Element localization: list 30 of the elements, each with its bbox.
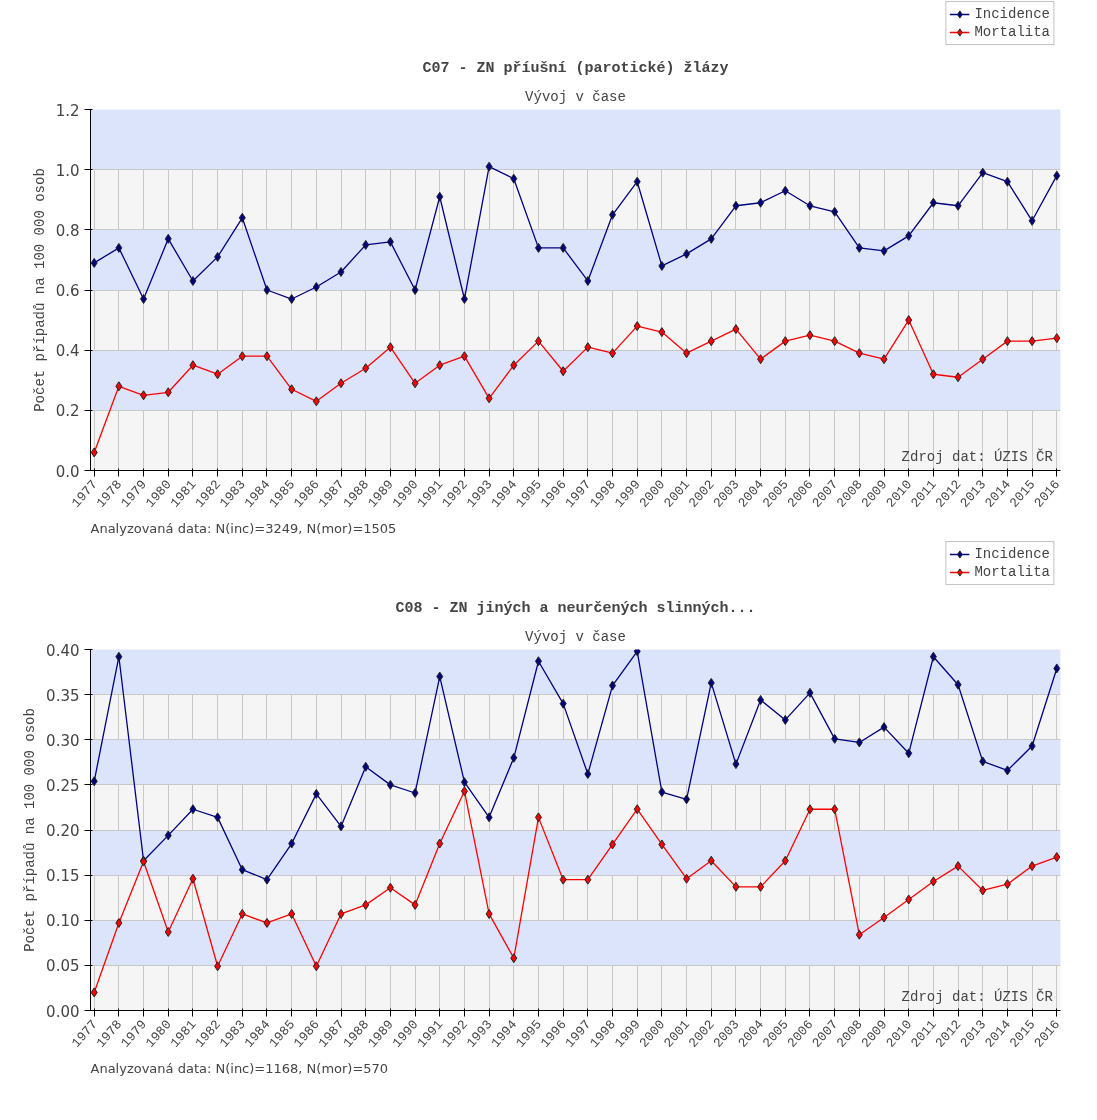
- y-tick-label: 0.30: [46, 731, 80, 750]
- y-axis-title: Počet případů na 100 000 osob: [22, 708, 39, 952]
- y-tick-label: 1.2: [55, 101, 80, 120]
- y-tick-label: 0.35: [46, 686, 80, 705]
- y-tick-label: 0.25: [46, 776, 80, 795]
- y-tick-label: 1.0: [55, 161, 80, 180]
- legend-label: Mortalita: [974, 23, 1050, 41]
- chart-subtitle: Vývoj v čase: [525, 88, 626, 105]
- y-tick-label: 0.4: [55, 342, 80, 361]
- annotation: Zdroj dat: ÚZIS ČR: [901, 987, 1054, 1005]
- y-tick-label: 0.0: [55, 462, 80, 481]
- legend-label: Mortalita: [974, 563, 1050, 581]
- y-tick-label: 0.6: [55, 282, 80, 300]
- y-tick-label: 0.40: [46, 641, 80, 660]
- y-tick-label: 0.8: [55, 221, 80, 240]
- chart-title: C08 - ZN jiných a neurčených slinných...: [395, 599, 756, 617]
- text: Analyzovaná data: N(inc)=1168, N(mor)=570: [90, 1060, 389, 1076]
- legend-label: Incidence: [974, 545, 1050, 563]
- y-tick-label: 0.00: [46, 1002, 80, 1021]
- y-tick-label: 0.15: [46, 867, 80, 886]
- y-tick-label: 0.10: [46, 912, 80, 931]
- annotation: Zdroj dat: ÚZIS ČR: [901, 447, 1054, 465]
- legend-label: Incidence: [974, 5, 1050, 23]
- chart-subtitle: Vývoj v čase: [525, 628, 626, 645]
- text: Analyzovaná data: N(inc)=3249, N(mor)=1505: [90, 520, 397, 536]
- y-tick-label: 0.20: [46, 822, 80, 840]
- y-tick-label: 0.2: [55, 402, 80, 421]
- chart-title: C07 - ZN příušní (parotické) žlázy: [422, 59, 729, 77]
- y-tick-label: 0.05: [46, 957, 80, 976]
- y-axis-title: Počet případů na 100 000 osob: [31, 168, 48, 412]
